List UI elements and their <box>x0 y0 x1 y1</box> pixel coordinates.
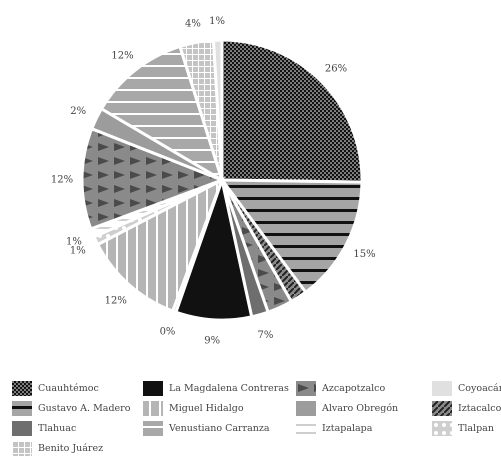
legend-item-iztapalapa: Iztapalapa <box>296 420 372 436</box>
legend-swatch <box>296 380 316 396</box>
legend-label: Venustiano Carranza <box>169 422 270 434</box>
slice-percent-label: 12% <box>105 296 127 307</box>
pie-slice-venustiano-carranza <box>99 44 225 184</box>
pie-slice-azcapotzalco <box>80 126 227 231</box>
legend-item-alvaro-obregon: Alvaro Obregón <box>296 400 398 416</box>
slice-percent-label: 1% <box>70 245 86 256</box>
slice-percent-label: 9% <box>204 336 220 347</box>
legend-label: Gustavo A. Madero <box>38 402 131 414</box>
legend: Cuauhtémoc La Magdalena Contreras Azcapotz… <box>0 372 501 462</box>
legend-swatch <box>432 420 452 436</box>
pie-slice-miguel-hidalgo <box>95 176 225 313</box>
legend-item-tlahuac: Tlahuac <box>12 420 76 436</box>
legend-label: Azcapotzalco <box>322 382 386 394</box>
legend-swatch <box>12 380 32 396</box>
legend-label: La Magdalena Contreras <box>169 382 289 394</box>
pie-slice-cuauhtemoc <box>220 38 364 184</box>
slice-percent-label: 7% <box>257 330 273 341</box>
slice-percent-label: 0% <box>160 326 176 337</box>
legend-label: Benito Juárez <box>38 442 104 454</box>
legend-item-gustavo-a-madero: Gustavo A. Madero <box>12 400 130 416</box>
legend-item-cuauhtemoc: Cuauhtémoc <box>12 380 99 396</box>
legend-label: Coyoacán <box>458 382 501 394</box>
legend-label: Iztapalapa <box>322 422 373 434</box>
legend-swatch <box>12 420 32 436</box>
legend-item-iztacalco: Iztacalco <box>432 400 501 416</box>
legend-label: Alvaro Obregón <box>322 402 399 414</box>
slice-percent-label: 2% <box>70 106 86 117</box>
legend-swatch <box>432 380 452 396</box>
slice-percent-label: 1% <box>209 16 225 27</box>
pie-slice-gustavo-a-madero <box>218 178 364 295</box>
pie-slice-labels: 26%15%7%9%0%12%1%1%12%2%12%4% 1% <box>51 16 376 347</box>
legend-swatch <box>432 400 452 416</box>
legend-item-coyoacan: Coyoacán <box>432 380 501 396</box>
legend-item-miguel-hidalgo: Miguel Hidalgo <box>143 400 244 416</box>
slice-percent-label: 1% <box>66 236 82 247</box>
pie-chart: 26%15%7%9%0%12%1%1%12%2%12%4% 1% <box>51 16 376 347</box>
pie-slices <box>80 38 364 322</box>
legend-swatch <box>143 400 163 416</box>
legend-item-la-magdalena-contreras: La Magdalena Contreras <box>143 380 289 396</box>
slice-percent-label: 26% <box>325 64 347 75</box>
legend-item-azcapotzalco: Azcapotzalco <box>296 380 385 396</box>
legend-swatch <box>143 420 163 436</box>
pie-slice-coyoacan <box>211 38 224 181</box>
legend-label: Iztacalco <box>458 402 501 414</box>
legend-swatch <box>12 400 32 416</box>
legend-item-benito-juarez: Benito Juárez <box>12 440 103 456</box>
legend-label: Cuauhtémoc <box>38 382 99 394</box>
legend-swatch <box>12 440 32 456</box>
legend-label: Miguel Hidalgo <box>169 402 244 414</box>
legend-swatch <box>143 380 163 396</box>
legend-item-tlalpan: Tlalpan <box>432 420 494 436</box>
slice-percent-label: 4% <box>185 19 201 30</box>
legend-swatch <box>296 400 316 416</box>
legend-label: Tlahuac <box>38 422 77 434</box>
slice-percent-label: 15% <box>353 249 375 260</box>
legend-item-venustiano-carranza: Venustiano Carranza <box>143 420 270 436</box>
legend-swatch <box>296 420 316 436</box>
slice-percent-label: 12% <box>111 51 133 62</box>
slice-percent-label: 12% <box>51 175 73 186</box>
legend-label: Tlalpan <box>458 422 494 434</box>
